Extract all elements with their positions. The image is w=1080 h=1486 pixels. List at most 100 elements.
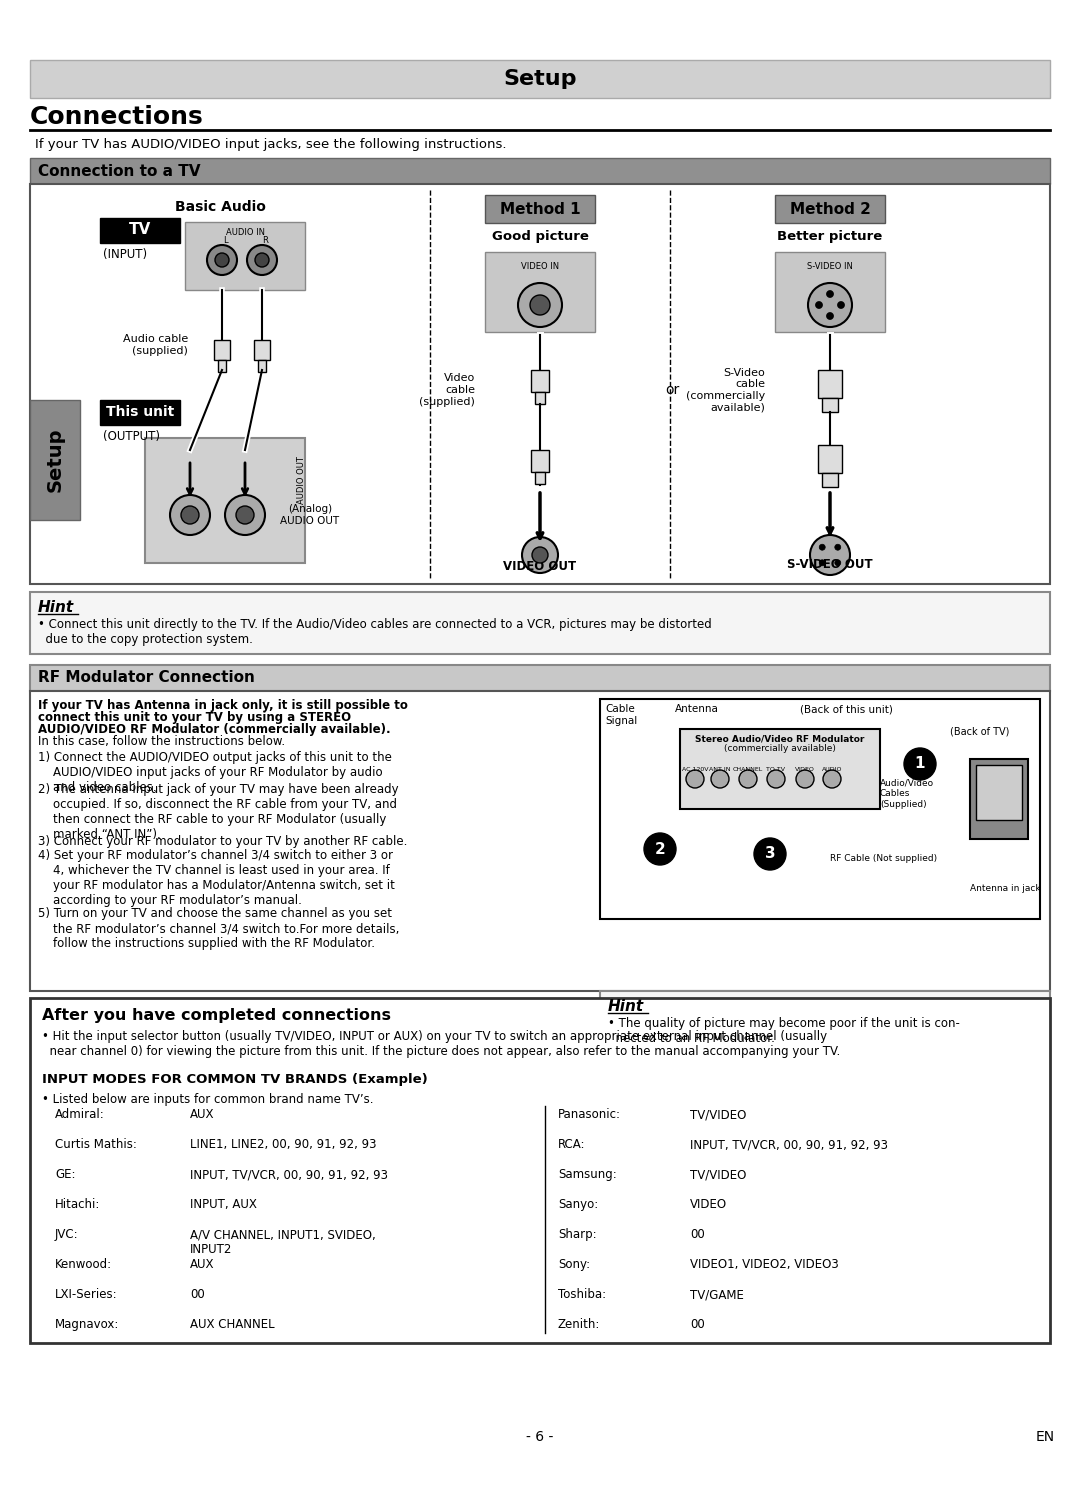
FancyBboxPatch shape: [30, 400, 80, 520]
Text: 3: 3: [765, 847, 775, 862]
Text: Sony:: Sony:: [558, 1259, 590, 1271]
FancyBboxPatch shape: [30, 59, 1050, 98]
Circle shape: [767, 770, 785, 788]
Text: JVC:: JVC:: [55, 1227, 79, 1241]
Text: AUDIO IN: AUDIO IN: [226, 227, 265, 236]
Text: LINE1, LINE2, 00, 90, 91, 92, 93: LINE1, LINE2, 00, 90, 91, 92, 93: [190, 1138, 377, 1152]
Text: (commercially available): (commercially available): [724, 744, 836, 753]
Circle shape: [532, 547, 548, 563]
Text: This unit: This unit: [106, 406, 174, 419]
Text: Hitachi:: Hitachi:: [55, 1198, 100, 1211]
Text: Antenna: Antenna: [675, 704, 719, 713]
Text: After you have completed connections: After you have completed connections: [42, 1008, 391, 1022]
Text: Panasonic:: Panasonic:: [558, 1109, 621, 1120]
Text: AUX CHANNEL: AUX CHANNEL: [190, 1318, 274, 1331]
Text: Cable
Signal: Cable Signal: [605, 704, 637, 725]
Text: 4) Set your RF modulator’s channel 3/4 switch to either 3 or
    4, whichever th: 4) Set your RF modulator’s channel 3/4 s…: [38, 849, 395, 906]
Text: Stereo Audio/Video RF Modulator: Stereo Audio/Video RF Modulator: [696, 734, 865, 743]
Text: Setup: Setup: [45, 428, 65, 492]
Text: TV/VIDEO: TV/VIDEO: [690, 1109, 746, 1120]
Text: 1: 1: [915, 756, 926, 771]
Text: LXI-Series:: LXI-Series:: [55, 1288, 118, 1302]
Text: Setup: Setup: [503, 68, 577, 89]
Text: If your TV has Antenna in jack only, it is still possible to: If your TV has Antenna in jack only, it …: [38, 698, 408, 712]
FancyBboxPatch shape: [531, 450, 549, 473]
Text: R: R: [262, 236, 268, 245]
FancyBboxPatch shape: [145, 438, 305, 563]
Text: Toshiba:: Toshiba:: [558, 1288, 606, 1302]
Circle shape: [237, 507, 254, 525]
Text: Magnavox:: Magnavox:: [55, 1318, 120, 1331]
Circle shape: [808, 282, 852, 327]
FancyBboxPatch shape: [600, 698, 1040, 918]
FancyBboxPatch shape: [485, 195, 595, 223]
Text: RF Cable (Not supplied): RF Cable (Not supplied): [831, 854, 937, 863]
Text: Audio cable
(supplied): Audio cable (supplied): [123, 334, 188, 355]
Text: (Analog)
AUDIO OUT: (Analog) AUDIO OUT: [281, 504, 339, 526]
FancyBboxPatch shape: [30, 184, 1050, 584]
FancyBboxPatch shape: [30, 666, 1050, 691]
Text: (Back of TV): (Back of TV): [950, 727, 1010, 737]
Text: Audio/Video
Cables
(Supplied): Audio/Video Cables (Supplied): [880, 779, 934, 808]
Text: 2: 2: [654, 841, 665, 856]
Circle shape: [215, 253, 229, 267]
FancyBboxPatch shape: [822, 398, 838, 412]
FancyBboxPatch shape: [775, 195, 885, 223]
FancyBboxPatch shape: [818, 370, 842, 398]
Circle shape: [835, 560, 840, 566]
FancyBboxPatch shape: [100, 400, 180, 425]
Text: TV: TV: [129, 223, 151, 238]
Text: RF Modulator Connection: RF Modulator Connection: [38, 670, 255, 685]
Text: CHANNEL: CHANNEL: [733, 767, 764, 773]
Text: • Connect this unit directly to the TV. If the Audio/Video cables are connected : • Connect this unit directly to the TV. …: [38, 618, 712, 646]
Text: Method 1: Method 1: [500, 202, 580, 217]
Circle shape: [711, 770, 729, 788]
Circle shape: [686, 770, 704, 788]
Text: 00: 00: [690, 1318, 705, 1331]
Text: 00: 00: [690, 1227, 705, 1241]
Text: Hint: Hint: [608, 999, 644, 1013]
Circle shape: [810, 535, 850, 575]
Text: 3) Connect your RF modulator to your TV by another RF cable.: 3) Connect your RF modulator to your TV …: [38, 835, 407, 849]
Circle shape: [518, 282, 562, 327]
FancyBboxPatch shape: [258, 360, 266, 372]
Text: L: L: [222, 236, 227, 245]
FancyBboxPatch shape: [214, 340, 230, 360]
FancyBboxPatch shape: [680, 730, 880, 808]
Text: TV/VIDEO: TV/VIDEO: [690, 1168, 746, 1181]
Text: VIDEO OUT: VIDEO OUT: [503, 560, 577, 574]
Circle shape: [815, 302, 823, 309]
Circle shape: [181, 507, 199, 525]
Circle shape: [796, 770, 814, 788]
Text: Sharp:: Sharp:: [558, 1227, 596, 1241]
Circle shape: [826, 312, 834, 319]
Text: ANT IN: ANT IN: [710, 767, 731, 773]
Circle shape: [739, 770, 757, 788]
Text: AUX: AUX: [190, 1259, 215, 1271]
Text: RCA:: RCA:: [558, 1138, 585, 1152]
Text: Video
cable
(supplied): Video cable (supplied): [419, 373, 475, 407]
Text: - 6 -: - 6 -: [526, 1430, 554, 1444]
Text: Method 2: Method 2: [789, 202, 870, 217]
Text: TV/GAME: TV/GAME: [690, 1288, 744, 1302]
Text: AC 120V: AC 120V: [681, 767, 708, 773]
Text: VIDEO: VIDEO: [795, 767, 815, 773]
Circle shape: [820, 560, 825, 566]
FancyBboxPatch shape: [531, 370, 549, 392]
Text: If your TV has AUDIO/VIDEO input jacks, see the following instructions.: If your TV has AUDIO/VIDEO input jacks, …: [35, 138, 507, 152]
FancyBboxPatch shape: [535, 392, 545, 404]
Text: Basic Audio: Basic Audio: [175, 201, 266, 214]
Text: Hint: Hint: [38, 600, 75, 615]
Circle shape: [207, 245, 237, 275]
FancyBboxPatch shape: [818, 444, 842, 473]
Text: S-Video
cable
(commercially
available): S-Video cable (commercially available): [686, 367, 765, 413]
Circle shape: [837, 302, 845, 309]
Text: INPUT, TV/VCR, 00, 90, 91, 92, 93: INPUT, TV/VCR, 00, 90, 91, 92, 93: [190, 1168, 388, 1181]
Text: INPUT, AUX: INPUT, AUX: [190, 1198, 257, 1211]
Text: (OUTPUT): (OUTPUT): [103, 429, 160, 443]
Circle shape: [820, 544, 825, 550]
Text: Antenna in jack: Antenna in jack: [970, 884, 1041, 893]
FancyBboxPatch shape: [30, 591, 1050, 654]
Text: (Back of this unit): (Back of this unit): [800, 704, 893, 713]
FancyBboxPatch shape: [822, 473, 838, 487]
